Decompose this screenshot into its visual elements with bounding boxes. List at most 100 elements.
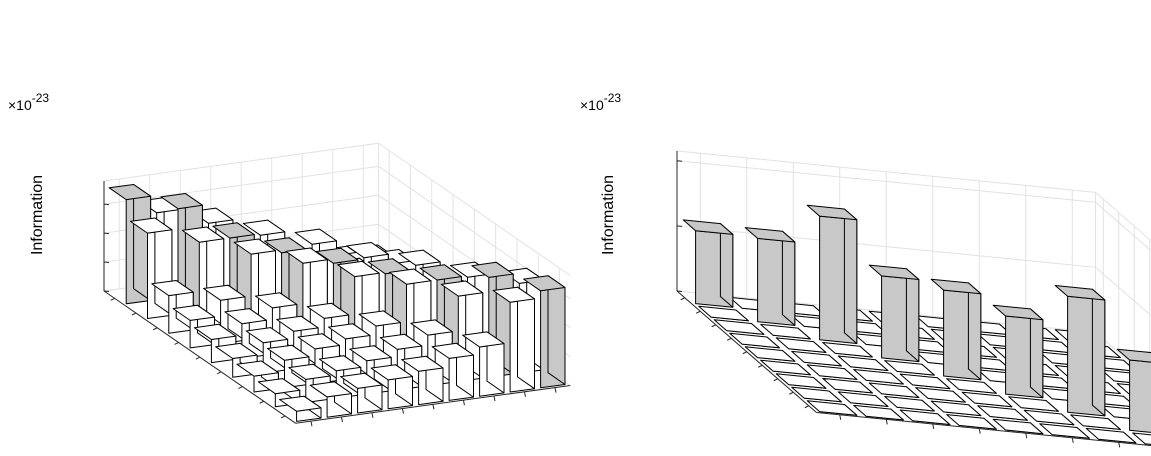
row-tick-mark: [680, 297, 685, 301]
bar: [899, 409, 951, 425]
bar: [744, 346, 796, 362]
bar: [884, 396, 935, 412]
exponent-power: -23: [604, 91, 622, 105]
col-tick-mark: [1025, 433, 1028, 439]
bar: [181, 226, 225, 330]
z-axis-exponent: ×10-23: [8, 91, 49, 113]
bar: [285, 247, 328, 351]
bar: [930, 400, 982, 417]
bar: [791, 350, 842, 367]
bar: [853, 404, 904, 421]
row-tick-mark: [280, 415, 286, 419]
bar: [713, 319, 765, 335]
bar-diagonal: [523, 275, 566, 389]
col-tick-mark: [523, 391, 526, 397]
row-tick-mark: [742, 351, 747, 355]
bar: [279, 395, 322, 422]
z-tick-mark: [676, 160, 683, 162]
bar: [340, 372, 383, 414]
bar: [760, 323, 811, 340]
exponent-base: ×10: [580, 97, 604, 113]
row-tick-mark: [174, 342, 179, 345]
row-tick-mark: [727, 337, 732, 341]
bar-diagonal: [930, 278, 982, 381]
bar: [775, 337, 827, 353]
bar: [961, 391, 1013, 408]
bar: [1023, 409, 1075, 426]
row-tick-mark: [758, 364, 763, 368]
bar: [791, 386, 842, 403]
col-tick-mark: [310, 421, 313, 427]
bar-diagonal: [1054, 285, 1106, 417]
z-axis-label: Information: [600, 175, 617, 255]
col-tick-mark: [1071, 437, 1074, 443]
bar: [760, 359, 811, 376]
z-axis-label: Information: [29, 175, 46, 255]
row-tick-mark: [238, 386, 243, 389]
row-tick-mark: [804, 405, 809, 409]
bar-diagonal: [868, 264, 920, 363]
bar: [431, 342, 474, 401]
bars: [108, 184, 566, 422]
bar: [868, 382, 920, 398]
row-tick-mark: [773, 378, 778, 382]
z-tick-mark: [103, 203, 110, 206]
bar: [401, 355, 444, 406]
bar: [806, 400, 858, 416]
row-tick-mark: [216, 371, 222, 375]
bar: [977, 405, 1028, 421]
minmax-fisher-panel: ×10-23 Information: [580, 91, 1151, 448]
bar: [806, 364, 858, 380]
row-tick-mark: [711, 324, 716, 328]
bar: [492, 286, 535, 393]
col-tick-mark: [839, 414, 842, 420]
col-tick-mark: [462, 400, 465, 406]
bar: [915, 387, 966, 403]
z-tick-mark: [103, 261, 110, 264]
row-tick-mark: [696, 310, 701, 314]
col-tick-mark: [554, 387, 557, 393]
col-tick-mark: [885, 419, 888, 425]
row-tick-mark: [195, 356, 201, 360]
z-axis-exponent: ×10-23: [580, 91, 621, 113]
bar: [1132, 432, 1151, 445]
bar-diagonal: [992, 304, 1044, 399]
bar: [1085, 427, 1137, 444]
bar: [309, 381, 352, 418]
col-tick-mark: [401, 408, 404, 414]
bar: [1070, 414, 1121, 430]
bar: [1039, 423, 1090, 439]
bar: [899, 373, 951, 390]
col-tick-mark: [340, 416, 343, 423]
bar: [1008, 396, 1059, 412]
fisher-information-panel: ×10-23 Information: [8, 91, 571, 427]
bar: [775, 373, 827, 389]
row-tick-mark: [110, 297, 115, 301]
bar: [729, 332, 780, 349]
bar: [992, 418, 1044, 435]
bar: [698, 305, 749, 322]
bar: [370, 364, 413, 410]
z-tick-mark: [103, 232, 110, 235]
z-tick-mark: [676, 225, 683, 227]
row-tick-mark: [131, 312, 137, 316]
bar: [853, 369, 904, 385]
col-tick-mark: [978, 428, 981, 434]
bar-diagonal: [1116, 348, 1151, 433]
col-tick-mark: [493, 395, 496, 402]
col-tick-mark: [371, 412, 374, 418]
bar-diagonal: [806, 204, 858, 344]
bar: [946, 414, 997, 430]
bar: [462, 331, 505, 397]
row-tick-mark: [789, 391, 794, 395]
bar-diagonal: [744, 227, 796, 326]
bar: [837, 391, 889, 407]
bar: [946, 378, 997, 394]
bar-diagonal: [682, 219, 734, 308]
bar: [822, 377, 873, 394]
col-tick-mark: [1118, 442, 1121, 448]
exponent-base: ×10: [8, 97, 32, 113]
bar: [837, 355, 889, 371]
bar: [884, 360, 935, 376]
